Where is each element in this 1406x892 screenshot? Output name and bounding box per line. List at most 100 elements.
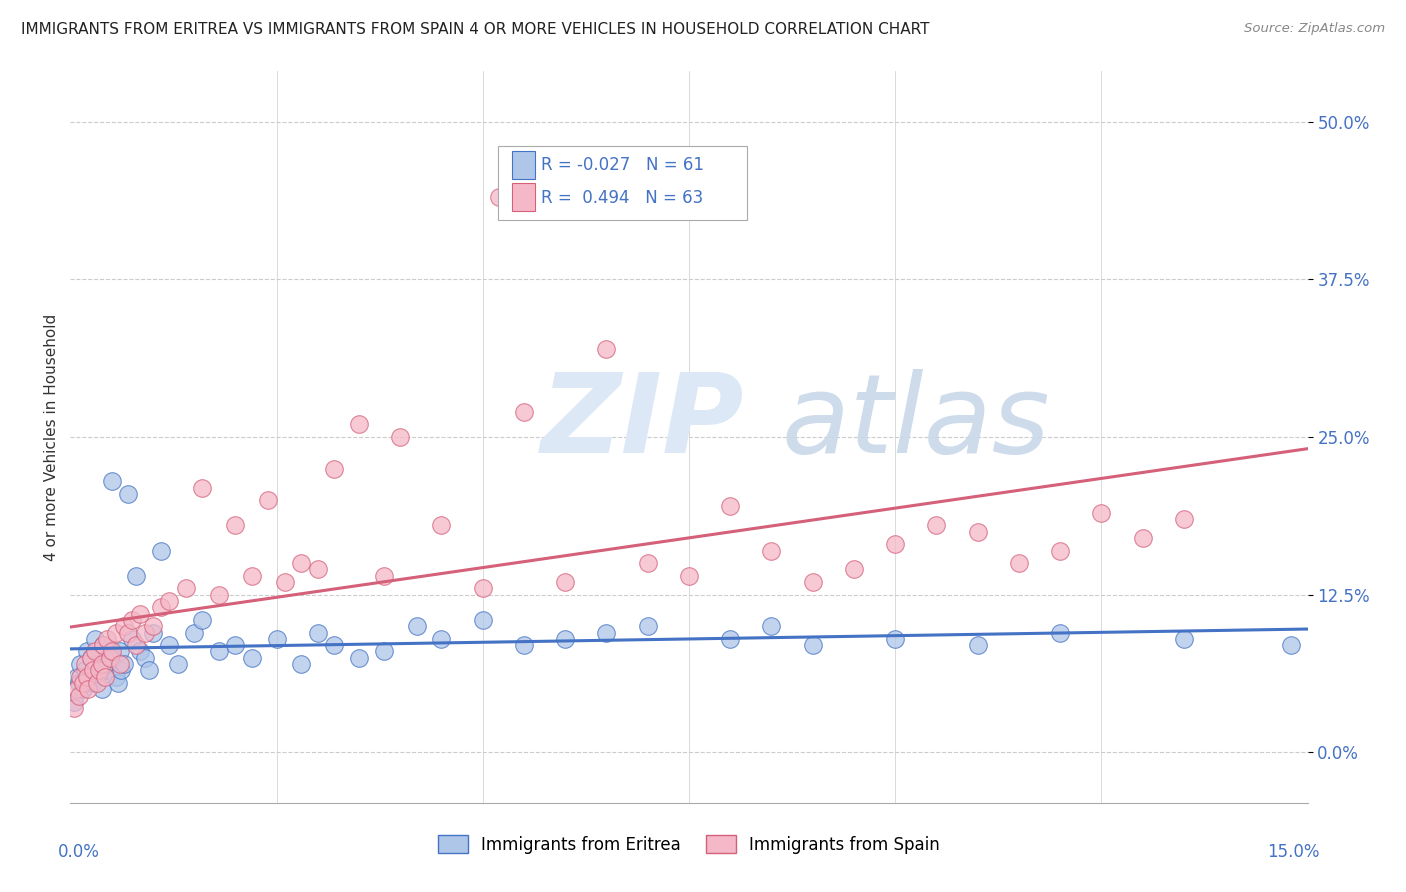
Point [104,625,127,640]
Point [69,670,91,684]
Point [208,644,231,658]
Point [90,657,112,671]
Point [80,650,103,665]
Point [405,619,427,633]
Text: ZIP: ZIP [540,369,744,476]
Point [884,537,907,551]
Point [66,682,89,697]
Point [208,588,231,602]
Point [373,569,395,583]
Point [637,556,659,570]
Point [925,518,948,533]
Point [112,657,135,671]
Point [801,575,824,590]
Point [471,613,494,627]
Point [240,569,263,583]
Point [174,582,197,596]
Point [595,342,617,356]
Point [191,613,214,627]
Point [274,575,297,590]
Point [125,569,148,583]
Point [718,632,741,646]
Point [108,644,131,658]
Point [471,582,494,596]
Point [129,607,152,621]
Point [125,638,148,652]
Point [513,405,536,419]
Point [801,638,824,652]
Point [1049,543,1071,558]
Point [117,487,139,501]
Point [884,632,907,646]
Point [77,682,100,697]
Point [1173,512,1195,526]
Point [89,664,111,678]
Point [94,664,117,678]
Point [94,670,117,684]
Point [107,676,129,690]
Point [86,676,108,690]
Point [66,670,89,684]
Point [430,632,453,646]
Point [761,619,783,633]
Point [1279,638,1302,652]
Point [290,657,312,671]
Point [91,638,114,652]
Point [191,481,214,495]
Point [150,543,173,558]
Point [67,676,90,690]
Point [966,638,988,652]
Point [554,575,576,590]
Point [90,682,112,697]
Point [100,644,122,658]
Point [142,625,165,640]
Y-axis label: 4 or more Vehicles in Household: 4 or more Vehicles in Household [44,313,59,561]
Point [84,644,107,658]
Point [72,676,94,690]
Point [1008,556,1031,570]
Point [150,600,173,615]
Point [134,650,156,665]
Point [718,500,741,514]
Point [224,638,246,652]
Point [142,619,165,633]
Legend: Immigrants from Eritrea, Immigrants from Spain: Immigrants from Eritrea, Immigrants from… [432,829,946,860]
Point [96,632,118,646]
Point [67,689,90,703]
Point [129,644,152,658]
Point [100,474,122,488]
Point [121,632,143,646]
Text: atlas: atlas [782,369,1050,476]
Point [307,562,329,576]
Point [842,562,865,576]
Point [307,625,329,640]
Point [63,701,86,715]
Point [121,613,143,627]
Point [76,644,98,658]
Point [82,664,104,678]
Point [347,417,370,432]
Point [112,619,135,633]
Point [76,670,98,684]
Point [554,632,576,646]
Point [637,619,659,633]
Point [595,625,617,640]
Text: Source: ZipAtlas.com: Source: ZipAtlas.com [1244,22,1385,36]
Text: 15.0%: 15.0% [1267,843,1320,861]
Point [1173,632,1195,646]
Point [98,650,121,665]
Point [430,518,453,533]
Text: 0.0%: 0.0% [58,843,100,861]
Point [96,657,118,671]
Point [138,664,160,678]
Point [389,430,412,444]
Point [86,670,108,684]
Point [104,670,127,684]
Point [117,625,139,640]
Point [513,638,536,652]
Point [488,190,510,204]
Point [266,632,288,646]
Point [1132,531,1154,545]
Point [69,657,91,671]
Point [224,518,246,533]
